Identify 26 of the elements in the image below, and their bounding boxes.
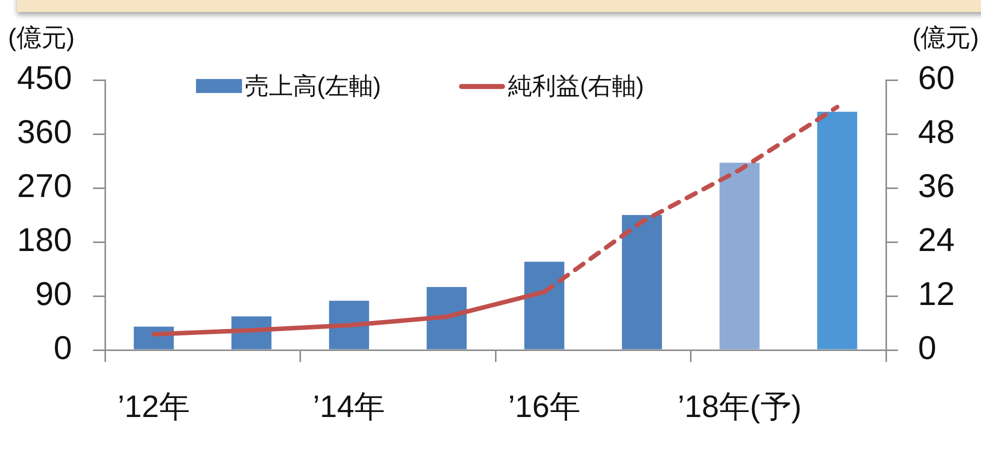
bar <box>720 162 760 350</box>
bar <box>524 262 564 350</box>
y-tick-label: 90 <box>35 275 72 312</box>
legend-label: 純利益(右軸) <box>508 72 644 102</box>
y2-tick-label: 0 <box>918 329 936 366</box>
y2-tick-label: 48 <box>918 113 955 150</box>
y2-tick-label: 60 <box>918 59 955 96</box>
x-tick-label: ’14年 <box>312 389 386 424</box>
y-tick-label: 360 <box>16 113 72 150</box>
y2-tick-label: 36 <box>918 167 955 204</box>
y-tick-label: 180 <box>16 221 72 258</box>
y2-tick-label: 24 <box>918 221 955 258</box>
y-tick-label: 270 <box>16 167 72 204</box>
x-tick-label: ’12年 <box>118 389 190 424</box>
x-tick-label: ’18年(予) <box>678 389 802 424</box>
bar <box>817 112 858 350</box>
legend-label: 売上高(左軸) <box>245 72 381 102</box>
y2-axis-title: (億元) <box>912 23 979 54</box>
x-tick-label: ’16年 <box>508 389 580 424</box>
y-axis-title: (億元) <box>8 23 75 54</box>
bar <box>426 287 467 350</box>
y2-tick-label: 12 <box>918 275 955 312</box>
y-tick-label: 0 <box>54 329 72 366</box>
y-tick-label: 450 <box>16 59 72 96</box>
bar <box>329 300 370 350</box>
bar <box>622 215 662 350</box>
